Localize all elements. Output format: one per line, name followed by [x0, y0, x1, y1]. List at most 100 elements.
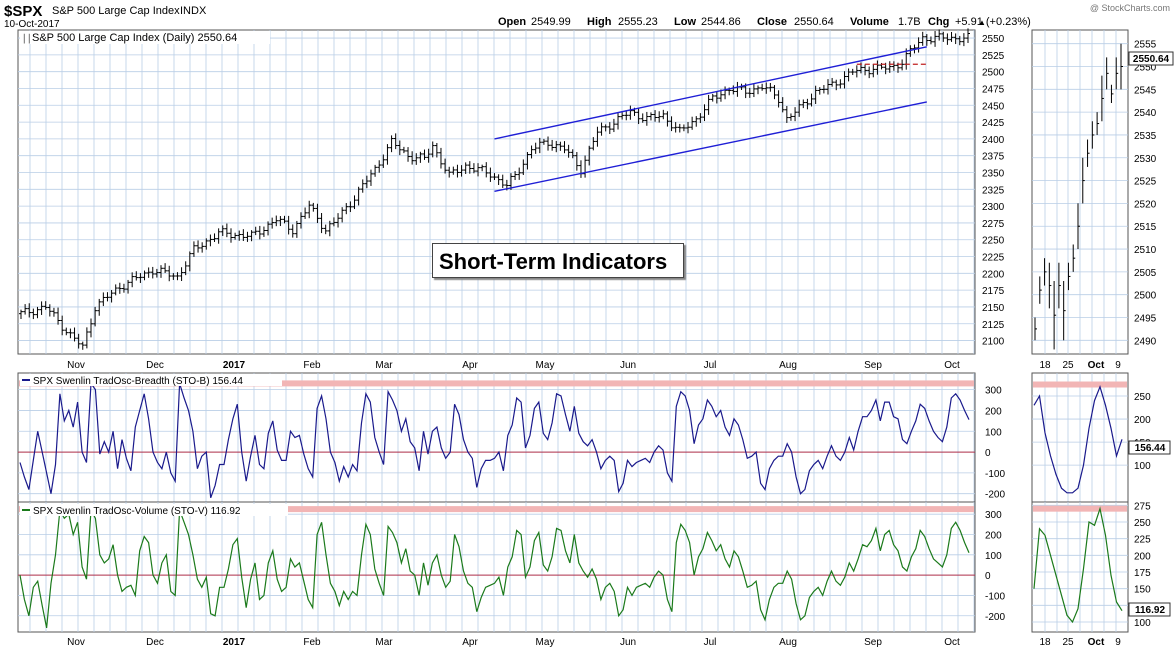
price-xtick: Oct: [944, 360, 960, 371]
inset-osc-xtick: 25: [1062, 637, 1074, 648]
osc-panel-1-ytick: 300: [985, 386, 1002, 397]
inset-price-xtick: 25: [1062, 360, 1074, 371]
price-xtick: Nov: [67, 360, 85, 371]
high-label: High: [587, 16, 612, 28]
inset-price-xtick: 18: [1039, 360, 1051, 371]
sto-v-series-line: [19, 507, 970, 629]
price-last-tag-box: [1128, 51, 1174, 66]
price-panel-ytick: 2425: [982, 118, 1005, 129]
price-xtick: May: [536, 360, 555, 371]
chart-date: 10-Oct-2017: [4, 19, 60, 30]
price-panel-ytick: 2325: [982, 185, 1005, 196]
osc-inset-panel-2-ytick: 250: [1134, 518, 1151, 529]
chg-value: +5.91 (+0.23%): [955, 16, 1031, 28]
sto-b-last-tag: 156.44: [1135, 443, 1166, 454]
price-panel: [17, 29, 976, 355]
sto-v-inset-series-line: [1033, 506, 1123, 624]
sto-v-title-bg: [20, 504, 288, 516]
osc-panel-2-ytick: 300: [985, 510, 1002, 521]
exchange-label: INDX: [180, 5, 207, 17]
price-panel-ytick: 2300: [982, 202, 1005, 213]
price-inset-panel-ytick: 2510: [1134, 245, 1157, 256]
price-inset-panel-ytick: 2535: [1134, 131, 1157, 142]
price-title-bg: [20, 31, 270, 44]
price-panel-ytick: 2475: [982, 84, 1005, 95]
price-panel-ytick: 2225: [982, 253, 1005, 264]
osc-inset-panel-2-ytick: 100: [1134, 618, 1151, 629]
sto-v-overbought-band: [19, 506, 974, 513]
osc-panel-2-ytick: -200: [985, 612, 1005, 623]
osc-xtick: Jun: [620, 637, 636, 648]
price-inset-panel-ytick: 2530: [1134, 154, 1157, 165]
osc-inset-panel-1-ytick: 200: [1134, 415, 1151, 426]
ticker-symbol: $SPX: [4, 3, 42, 20]
change-up-icon: ▲: [978, 18, 986, 27]
inset-price-xtick: Oct: [1088, 360, 1105, 371]
osc-panel-1-ytick: 100: [985, 427, 1002, 438]
price-panel-ytick: 2250: [982, 236, 1005, 247]
osc-xtick: Feb: [303, 637, 321, 648]
price-inset-panel-ytick: 2550: [1134, 63, 1157, 74]
sto-v-inset-overbought-band: [1033, 505, 1127, 512]
price-xtick: Apr: [462, 360, 478, 371]
inset-price-xtick: 9: [1115, 360, 1121, 371]
inset-price-bars: [1034, 43, 1123, 350]
price-xtick: Jun: [620, 360, 636, 371]
price-panel-title: S&P 500 Large Cap Index (Daily) 2550.64: [32, 32, 237, 44]
osc-panel-1-ytick: 200: [985, 406, 1002, 417]
price-xtick: 2017: [223, 360, 246, 371]
sto-b-inset-overbought-band: [1033, 381, 1127, 388]
low-value: 2544.86: [701, 16, 741, 28]
sto-b-series-line: [19, 381, 970, 499]
osc-inset-panel-2-ytick: 200: [1134, 551, 1151, 562]
low-label: Low: [674, 16, 696, 28]
price-panel-ytick: 2100: [982, 337, 1005, 348]
price-panel-ytick: 2125: [982, 320, 1005, 331]
sto-b-title: SPX Swenlin TradOsc-Breadth (STO-B) 156.…: [33, 376, 243, 387]
osc-xtick: Mar: [375, 637, 393, 648]
osc-inset-panel-1-ytick: 250: [1134, 392, 1151, 403]
osc-xtick: Apr: [462, 637, 478, 648]
price-bars: [19, 28, 970, 350]
open-value: 2549.99: [531, 16, 571, 28]
osc-xtick: Dec: [146, 637, 164, 648]
osc-panel-2-ytick: 0: [985, 571, 991, 582]
close-value: 2550.64: [794, 16, 834, 28]
price-panel-ytick: 2400: [982, 135, 1005, 146]
high-value: 2555.23: [618, 16, 658, 28]
osc-xtick: May: [536, 637, 555, 648]
price-panel-ytick: 2550: [982, 34, 1005, 45]
price-inset-panel-ytick: 2505: [1134, 268, 1157, 279]
price-inset-panel-ytick: 2490: [1134, 336, 1157, 347]
price-panel-ytick: 2450: [982, 101, 1005, 112]
price-panel-ytick: 2200: [982, 269, 1005, 280]
sto-v-title: SPX Swenlin TradOsc-Volume (STO-V) 116.9…: [33, 506, 241, 517]
osc-panel-1-ytick: 0: [985, 448, 991, 459]
sto-b-overbought-band: [19, 380, 974, 387]
osc-inset-panel-2-ytick: 175: [1134, 568, 1151, 579]
inset-osc-xtick: Oct: [1088, 637, 1105, 648]
price-panel-ytick: 2525: [982, 51, 1005, 62]
chg-label: Chg: [928, 16, 949, 28]
price-inset-panel-ytick: 2540: [1134, 108, 1157, 119]
osc-xtick: Jul: [704, 637, 717, 648]
close-label: Close: [757, 16, 787, 28]
channel-lower-line: [494, 101, 927, 193]
osc-inset-panel-2-ytick: 150: [1134, 585, 1151, 596]
osc-panel-1-ytick: -100: [985, 469, 1005, 480]
osc-panel-2-ytick: 200: [985, 531, 1002, 542]
annotation-box: Short-Term Indicators: [432, 243, 684, 278]
price-inset-panel-ytick: 2515: [1134, 222, 1157, 233]
osc-panel-2-ytick: -100: [985, 591, 1005, 602]
price-xtick: Dec: [146, 360, 164, 371]
sto-v-last-tag: 116.92: [1135, 605, 1165, 616]
volume-value: 1.7B: [898, 16, 921, 28]
osc-panel-2-ytick: 100: [985, 551, 1002, 562]
sto-b-last-tag-box: [1128, 440, 1171, 455]
price-panel-ytick: 2500: [982, 68, 1005, 79]
osc-panel-1-ytick: -200: [985, 490, 1005, 501]
volume-label: Volume: [850, 16, 889, 28]
osc-inset-panel-2-ytick: 275: [1134, 501, 1151, 512]
